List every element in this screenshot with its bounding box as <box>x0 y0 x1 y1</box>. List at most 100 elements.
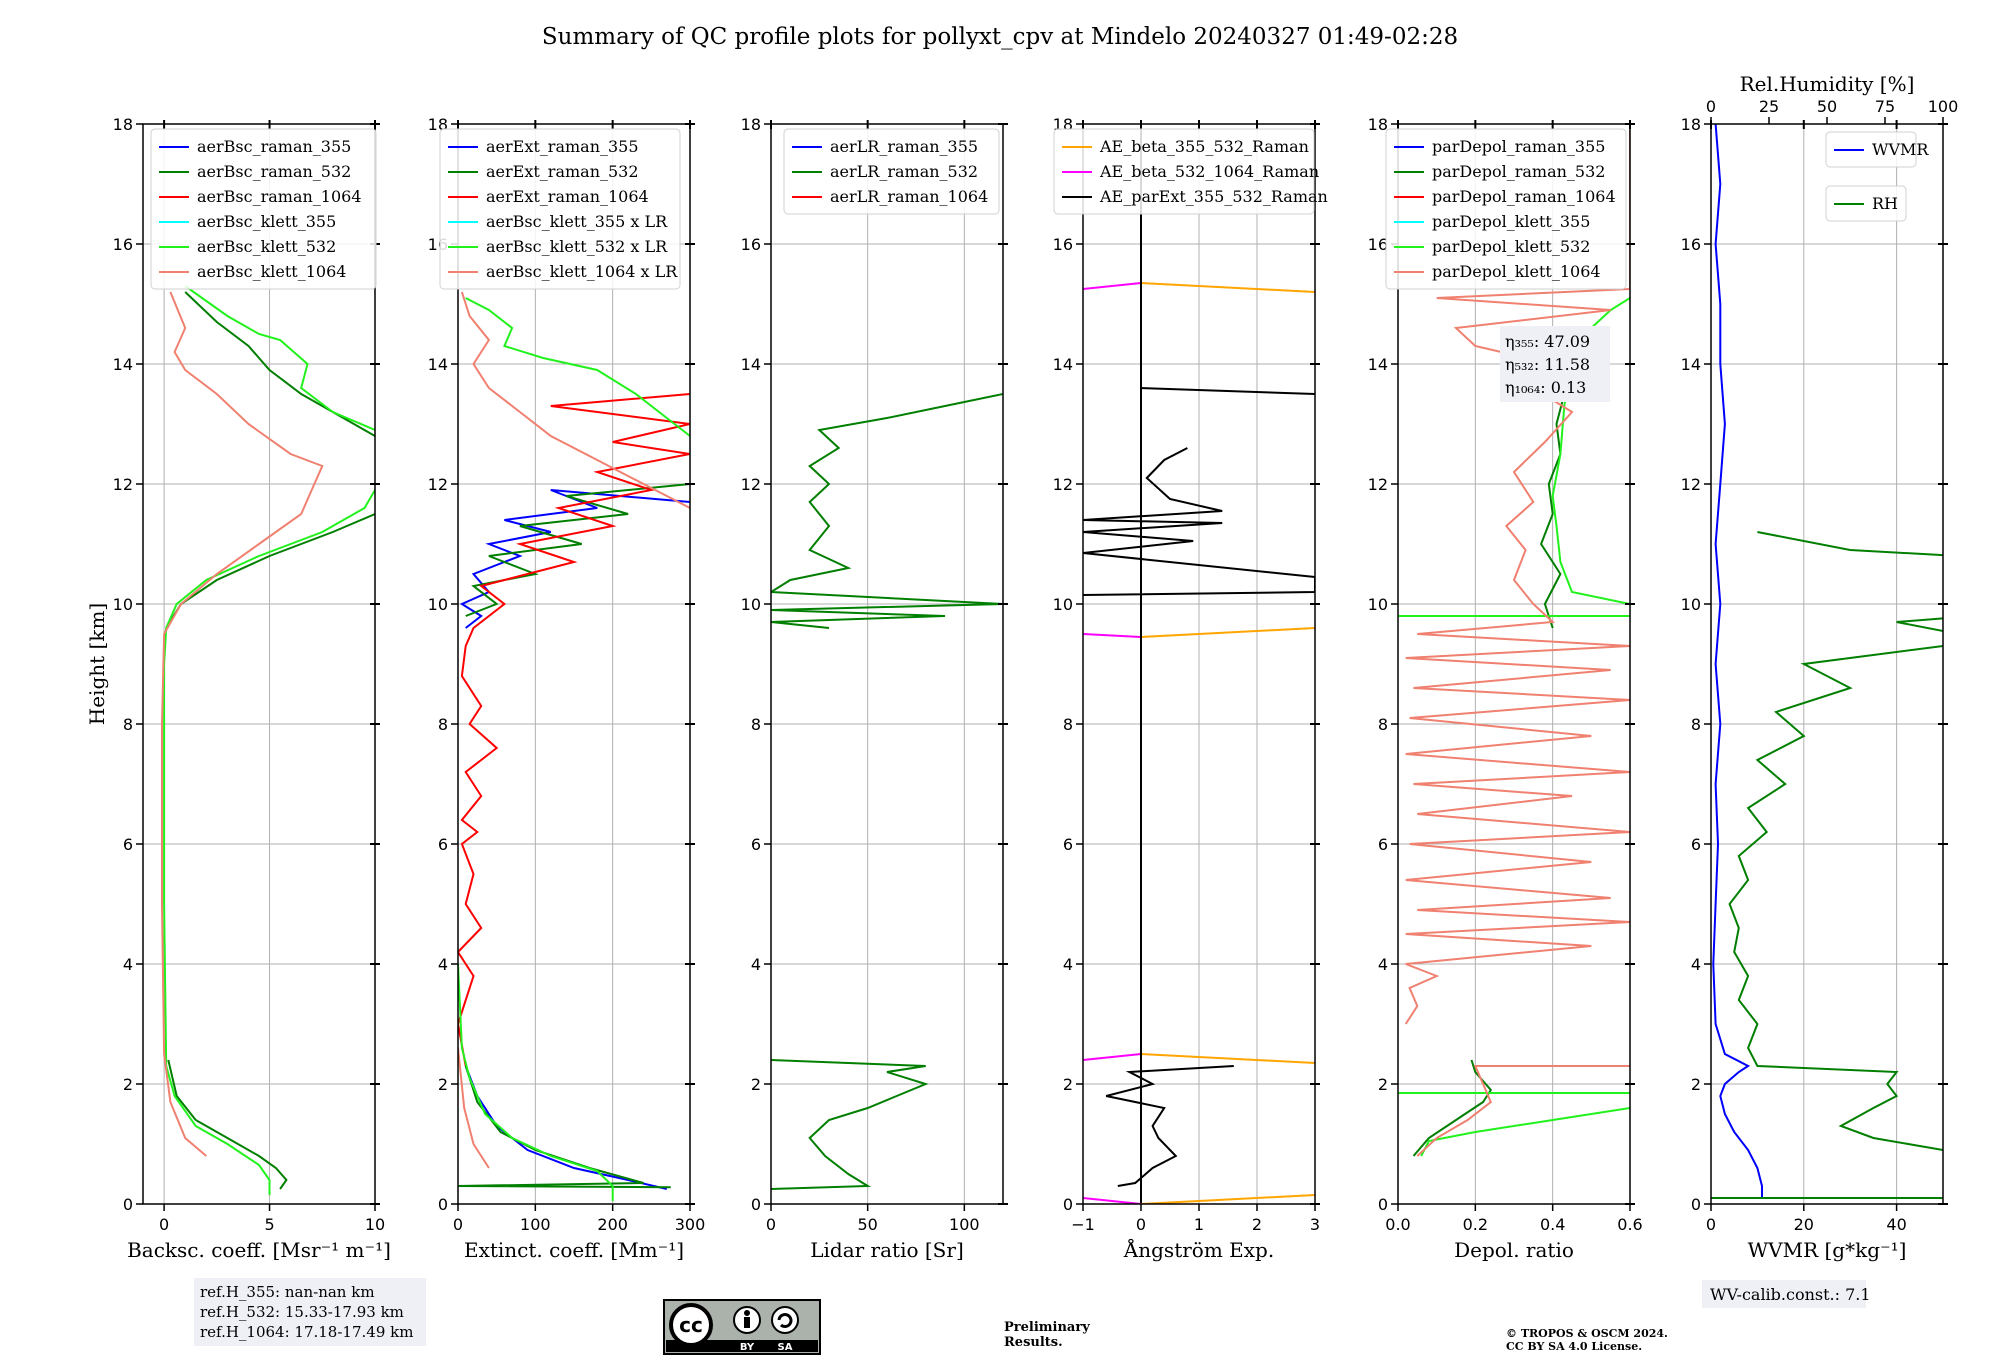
series-RH <box>1711 531 1943 1199</box>
legend-entry: RH <box>1872 194 1898 213</box>
panel-depol: 0.0 0.2 0.4 0.6 0 2 4 6 8 10 12 14 16 18 Depol. ratio p… <box>1368 115 1643 1262</box>
legend-entry: parDepol_klett_532 <box>1432 237 1590 256</box>
x-tick-label: 0.0 <box>1385 1215 1410 1234</box>
legend-entry: aerBsc_klett_355 <box>197 212 336 231</box>
legend-entry: aerBsc_raman_532 <box>197 162 351 181</box>
series-aerLR_raman_532 <box>771 1059 929 1190</box>
series-parDepol_klett_532 <box>1420 1107 1630 1157</box>
y-tick-label: 4 <box>1063 955 1073 974</box>
top-x-axis-label: Rel.Humidity [%] <box>1740 72 1915 96</box>
sa-label: SA <box>778 1342 793 1353</box>
x-tick-label: −1 <box>1071 1215 1095 1234</box>
y-tick-label: 0 <box>751 1195 761 1214</box>
x-tick-label: 0.4 <box>1540 1215 1565 1234</box>
legend-box <box>1825 185 1907 222</box>
legend-box <box>783 128 1000 215</box>
legend-entry: aerBsc_klett_532 x LR <box>486 237 668 256</box>
legend-box <box>1385 128 1627 290</box>
x-axis-label: Depol. ratio <box>1454 1238 1574 1262</box>
legend-entry: parDepol_raman_1064 <box>1432 187 1616 206</box>
series-parDepol_klett_1064 <box>1416 1065 1630 1157</box>
y-tick-label: 14 <box>1368 355 1388 374</box>
series-aerExt_raman_355 <box>459 489 690 629</box>
wv-calib-box: WV-calib.const.: 7.1 <box>1702 1280 1871 1308</box>
y-tick-label: 16 <box>1053 235 1073 254</box>
y-tick-label: 12 <box>428 475 448 494</box>
copyright-line-1: © TROPOS & OSCM 2024. <box>1506 1327 1668 1340</box>
x-axis-label: Backsc. coeff. [Msr⁻¹ m⁻¹] <box>127 1238 391 1262</box>
x-tick-label: 50 <box>857 1215 877 1234</box>
x-tick-label: 0.2 <box>1463 1215 1488 1234</box>
y-tick-label: 8 <box>1691 715 1701 734</box>
series-aerBsc_raman_532 <box>165 513 375 629</box>
legend-entry: aerBsc_klett_532 <box>197 237 336 256</box>
y-tick-label: 16 <box>1681 235 1701 254</box>
y-tick-label: 2 <box>438 1075 448 1094</box>
y-tick-label: 6 <box>1063 835 1073 854</box>
y-tick-label: 2 <box>751 1075 761 1094</box>
y-tick-label: 4 <box>1691 955 1701 974</box>
series-WVMR <box>1712 124 1763 1198</box>
legend-entry: aerLR_raman_532 <box>830 162 978 181</box>
legend-entry: parDepol_raman_532 <box>1432 162 1605 181</box>
series-AE_beta_355_532_Raman <box>1140 627 1315 638</box>
y-tick-label: 12 <box>1368 475 1388 494</box>
series-aerBsc_klett_1064 <box>161 291 324 1157</box>
eta-annotation: η₃₅₅: 47.09 η₅₃₂: 11.58 η₁₀₆₄: 0.13 <box>1500 326 1610 402</box>
y-tick-label: 12 <box>1681 475 1701 494</box>
legend-entry: AE_parExt_355_532_Raman <box>1099 187 1328 206</box>
series-aerBsc_klett_532 x LR <box>465 297 690 437</box>
series-AE_beta_355_532_Raman <box>1140 1194 1315 1204</box>
x-tick-label: 0 <box>766 1215 776 1234</box>
series-AE_parExt_355_532_Raman <box>1105 1065 1234 1187</box>
legend-entry: aerBsc_klett_355 x LR <box>486 212 668 231</box>
chart-title: Summary of QC profile plots for pollyxt_… <box>542 24 1458 50</box>
x-tick-label: 1 <box>1194 1215 1204 1234</box>
series-AE_beta_532_1064_Raman <box>1083 1197 1142 1204</box>
series-group <box>1398 130 1630 1157</box>
y-tick-label: 16 <box>1368 235 1388 254</box>
series-aerBsc_raman_532 <box>167 1059 288 1190</box>
panel-lr: 0 50 100 0 2 4 6 8 10 12 14 16 18 Lidar ratio [Sr] aer… <box>741 115 1008 1262</box>
series-group <box>161 285 375 1195</box>
series-aerBsc_klett_532 <box>163 489 375 1195</box>
ref-height-box: ref.H_355: nan-nan km ref.H_532: 15.33-1… <box>194 1278 426 1346</box>
legend: WVMR <box>1825 131 1929 168</box>
sa-icon <box>771 1306 799 1334</box>
x-axis-label: Ångström Exp. <box>1123 1237 1274 1262</box>
legend-entry: aerBsc_raman_355 <box>197 137 351 156</box>
top-x-tick-label: 0 <box>1706 97 1716 116</box>
legend-entry: aerExt_raman_355 <box>486 137 639 156</box>
series-group <box>1711 124 1943 1199</box>
series-aerBsc_klett_532 x LR <box>458 963 614 1201</box>
series-aerBsc_klett_532 <box>184 285 375 431</box>
x-axis-label: Lidar ratio [Sr] <box>810 1238 964 1262</box>
y-tick-label: 10 <box>428 595 448 614</box>
y-tick-label: 18 <box>113 115 133 134</box>
x-tick-label: 5 <box>264 1215 274 1234</box>
x-tick-label: 2 <box>1252 1215 1262 1234</box>
panel-bsc: 0 5 10 0 2 4 6 8 10 12 14 16 18 Backsc. coeff. [Msr⁻¹… <box>85 115 391 1262</box>
top-x-tick-label: 75 <box>1875 97 1895 116</box>
legend-entry: parDepol_klett_1064 <box>1432 262 1601 281</box>
legend: aerExt_raman_355 aerExt_raman_532 aerExt_r… <box>439 128 681 290</box>
y-tick-label: 6 <box>1378 835 1388 854</box>
y-tick-label: 10 <box>1681 595 1701 614</box>
eta-box <box>1500 326 1610 402</box>
x-tick-label: 3 <box>1310 1215 1320 1234</box>
ref-height-1064: ref.H_1064: 17.18-17.49 km <box>200 1323 413 1341</box>
legend-entry: aerBsc_klett_1064 x LR <box>486 262 678 281</box>
y-tick-label: 18 <box>741 115 761 134</box>
series-AE_beta_355_532_Raman <box>1140 1053 1315 1064</box>
y-tick-label: 4 <box>123 955 133 974</box>
y-tick-label: 10 <box>1368 595 1388 614</box>
y-tick-label: 6 <box>438 835 448 854</box>
x-tick-label: 20 <box>1794 1215 1814 1234</box>
series-AE_parExt_355_532_Raman <box>1083 447 1315 596</box>
cc-text: cc <box>679 1313 703 1337</box>
y-tick-label: 12 <box>1053 475 1073 494</box>
y-tick-label: 14 <box>113 355 133 374</box>
x-tick-label: 0 <box>1706 1215 1716 1234</box>
y-tick-label: 6 <box>1691 835 1701 854</box>
y-tick-label: 2 <box>123 1075 133 1094</box>
